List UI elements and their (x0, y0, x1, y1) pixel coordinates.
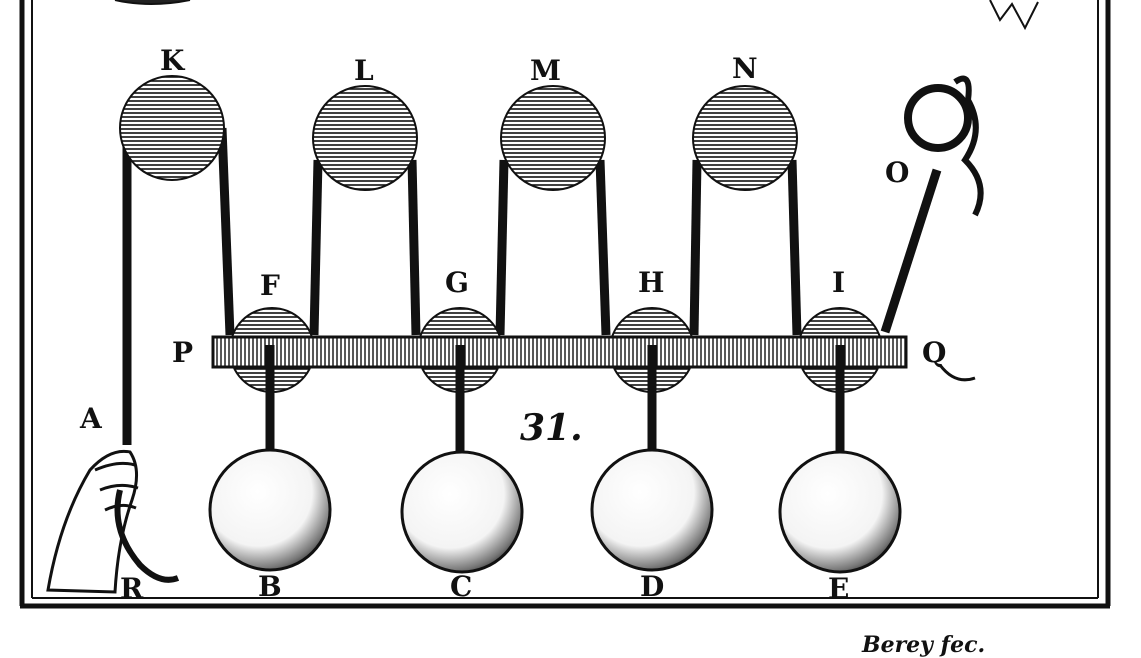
pulley-n (692, 85, 798, 191)
rope (122, 127, 942, 445)
label-b: B (258, 570, 282, 603)
label-n: N (732, 52, 758, 85)
label-i: I (832, 266, 845, 299)
label-o: O (885, 156, 909, 189)
engraver-signature: Berey fec. (861, 632, 985, 658)
weight-d (590, 448, 714, 572)
weight-c (400, 450, 524, 574)
bar-pq (211, 335, 908, 369)
label-l: L (354, 54, 374, 87)
pulley-m (500, 85, 606, 191)
label-p: P (172, 336, 193, 369)
label-r: R (120, 572, 144, 605)
engraving-frame (19, 0, 1111, 609)
weight-b (208, 448, 332, 572)
label-m: M (530, 54, 561, 87)
label-g: G (445, 266, 469, 299)
hand (46, 449, 180, 594)
label-a: A (79, 402, 103, 435)
weight-e (778, 450, 902, 574)
label-d: D (640, 570, 664, 603)
label-f: F (260, 269, 280, 302)
label-h: H (638, 266, 664, 299)
ring-o (904, 75, 984, 217)
label-c: C (450, 570, 472, 603)
pulley-l (312, 85, 418, 191)
label-e: E (828, 572, 849, 605)
weight-hangers (265, 345, 845, 452)
pulley-k (119, 75, 225, 181)
upper-pulleys (119, 75, 798, 191)
labels: K L M N F G H I P Q O A R B C D E (79, 44, 946, 605)
label-q: Q (922, 336, 946, 369)
weights (208, 448, 902, 574)
figure-number: 31. (520, 407, 583, 449)
label-k: K (160, 44, 186, 77)
